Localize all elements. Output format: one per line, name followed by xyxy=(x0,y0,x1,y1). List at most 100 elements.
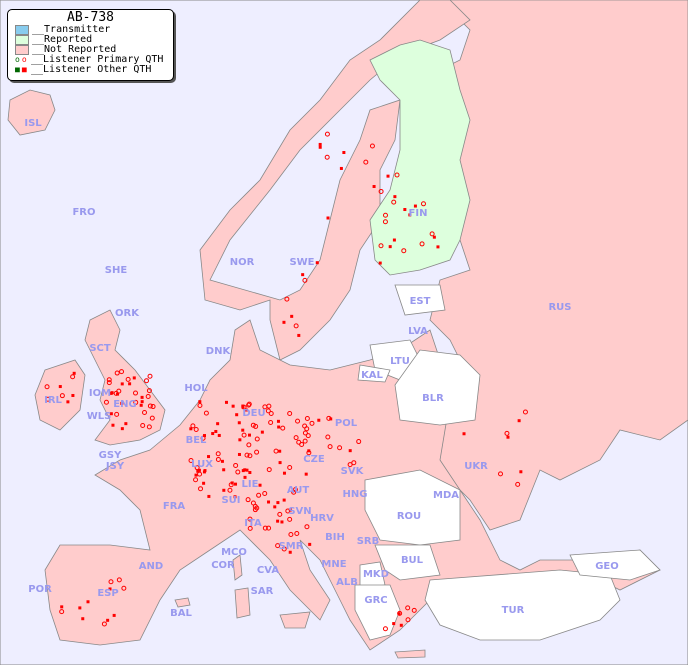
listener-other-marker xyxy=(128,382,132,386)
listener-primary-marker xyxy=(45,396,51,402)
listener-primary-marker xyxy=(504,430,510,436)
listener-other-marker xyxy=(288,508,292,512)
listener-primary-marker xyxy=(200,435,206,441)
legend-primary-qth: o o __Listener Primary QTH xyxy=(8,55,173,65)
legend-label: __Transmitter xyxy=(32,24,111,35)
listener-primary-marker xyxy=(140,422,146,428)
listener-other-marker xyxy=(109,412,113,416)
country-label-hng: HNG xyxy=(343,489,368,500)
listener-primary-marker xyxy=(356,439,362,445)
listener-other-marker xyxy=(276,519,280,523)
listener-primary-marker xyxy=(142,409,148,415)
country-label-bul: BUL xyxy=(401,555,424,566)
island-sardinia xyxy=(234,587,251,619)
island-corsica xyxy=(232,554,243,581)
listener-primary-marker xyxy=(292,487,298,493)
listener-primary-marker xyxy=(302,277,308,283)
country-label-rou: ROU xyxy=(397,511,421,522)
listener-other-marker xyxy=(140,400,144,404)
country-label-grc: GRC xyxy=(364,595,387,606)
listener-other-marker xyxy=(326,216,330,220)
legend: AB-738 __Transmitter __Reported __Not Re… xyxy=(7,9,174,81)
listener-other-marker xyxy=(124,422,128,426)
listener-other-marker xyxy=(519,470,523,474)
listener-primary-marker xyxy=(394,172,400,178)
listener-other-marker xyxy=(211,432,215,436)
listener-primary-marker xyxy=(287,410,293,416)
country-label-hrv: HRV xyxy=(310,513,334,524)
listener-other-marker xyxy=(282,320,286,324)
listener-primary-marker xyxy=(121,585,127,591)
listener-other-marker xyxy=(258,483,262,487)
listener-primary-marker xyxy=(44,384,50,390)
listener-other-marker xyxy=(214,429,218,433)
listener-other-marker xyxy=(392,622,396,626)
listener-primary-marker xyxy=(215,456,221,462)
listener-primary-marker xyxy=(114,411,120,417)
listener-primary-marker xyxy=(382,212,388,218)
listener-other-marker xyxy=(517,419,521,423)
listener-other-marker xyxy=(120,427,124,431)
country-label-bal: BAL xyxy=(170,608,192,619)
island-balearic xyxy=(174,597,191,608)
listener-primary-marker xyxy=(246,402,252,408)
listener-other-marker xyxy=(224,400,228,404)
listener-other-marker xyxy=(203,469,207,473)
listener-primary-marker xyxy=(244,452,250,458)
listener-primary-marker xyxy=(327,444,333,450)
listener-other-marker xyxy=(202,481,206,485)
listener-primary-marker xyxy=(215,451,221,457)
country-label-fro: FRO xyxy=(72,207,95,218)
listener-other-marker xyxy=(231,404,235,408)
listener-other-marker xyxy=(241,404,245,408)
country-label-cze: CZE xyxy=(303,454,325,465)
listener-primary-marker xyxy=(101,621,107,627)
country-isl xyxy=(7,89,56,136)
listener-primary-marker xyxy=(324,154,330,160)
country-label-cva: CVA xyxy=(257,565,279,576)
country-label-fin: FIN xyxy=(409,208,428,219)
listener-primary-marker xyxy=(268,410,274,416)
listener-primary-marker xyxy=(228,482,234,488)
listener-other-marker xyxy=(71,393,75,397)
listener-primary-marker xyxy=(125,376,131,382)
country-label-geo: GEO xyxy=(595,561,619,572)
listener-primary-marker xyxy=(198,486,204,492)
listener-primary-marker xyxy=(193,427,199,433)
listener-primary-marker xyxy=(295,418,301,424)
listener-primary-marker xyxy=(250,422,256,428)
country-label-eng: ENG xyxy=(113,399,136,410)
country-label-svn: SVN xyxy=(288,506,311,517)
listener-other-marker xyxy=(273,505,277,509)
listener-primary-marker xyxy=(266,525,272,531)
listener-primary-marker xyxy=(302,430,308,436)
listener-other-marker xyxy=(243,475,247,479)
legend-label: __Listener Primary QTH xyxy=(31,54,164,65)
listener-other-marker xyxy=(222,468,226,472)
listener-primary-marker xyxy=(247,525,253,531)
listener-other-marker xyxy=(386,174,390,178)
country-label-sui: SUI xyxy=(221,495,240,506)
listener-other-marker xyxy=(315,261,319,265)
listener-primary-marker xyxy=(145,393,151,399)
legend-not-reported: __Not Reported xyxy=(8,45,173,55)
legend-label: __Listener Other QTH xyxy=(31,64,152,75)
listener-primary-marker xyxy=(194,465,200,471)
listener-other-marker xyxy=(393,195,397,199)
listener-primary-marker xyxy=(133,390,139,396)
listener-other-marker xyxy=(220,459,224,463)
listener-other-marker xyxy=(58,385,62,389)
listener-primary-marker xyxy=(146,424,152,430)
listener-primary-marker xyxy=(287,464,293,470)
listener-primary-marker xyxy=(235,469,241,475)
listener-other-marker xyxy=(110,391,114,395)
country-label-dnk: DNK xyxy=(206,346,232,357)
listener-other-marker xyxy=(276,419,280,423)
listener-primary-marker xyxy=(522,409,528,415)
listener-other-marker xyxy=(120,382,124,386)
transmitter-swatch xyxy=(15,25,29,35)
listener-primary-marker xyxy=(250,500,256,506)
listener-other-marker xyxy=(462,432,466,436)
